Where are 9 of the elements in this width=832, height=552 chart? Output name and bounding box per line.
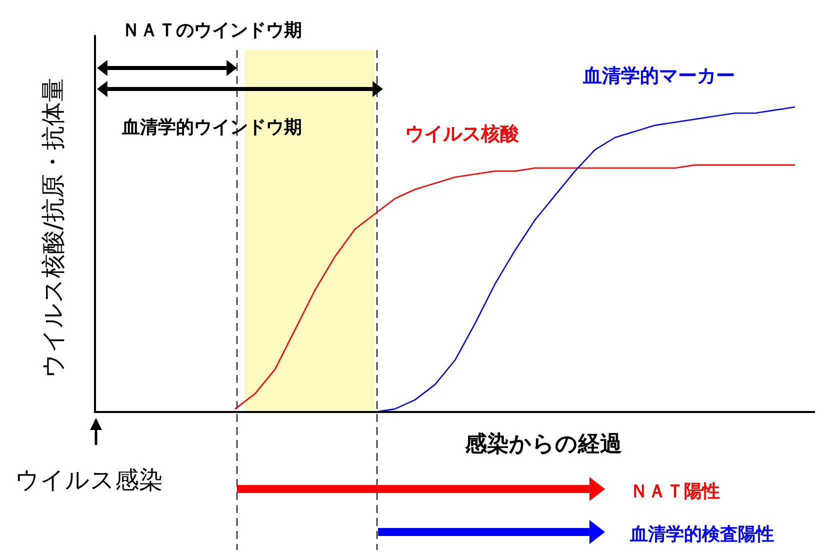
text: ＮＡＴ陽性 bbox=[630, 481, 720, 502]
annotation: 血清学的ウインドウ期 bbox=[121, 117, 302, 138]
y-axis-title: ウイルス核酸/抗原・抗体量 bbox=[39, 78, 67, 378]
x-axis-title: 感染からの経過 bbox=[464, 431, 622, 457]
series-label: 血清学的マーカー bbox=[582, 65, 735, 87]
text: ＮＡＴのウインドウ期 bbox=[122, 20, 302, 41]
text: ウイルス感染 bbox=[15, 466, 163, 494]
text: 血清学的検査陽性 bbox=[629, 524, 774, 545]
series-label: ウイルス核酸 bbox=[405, 123, 520, 145]
